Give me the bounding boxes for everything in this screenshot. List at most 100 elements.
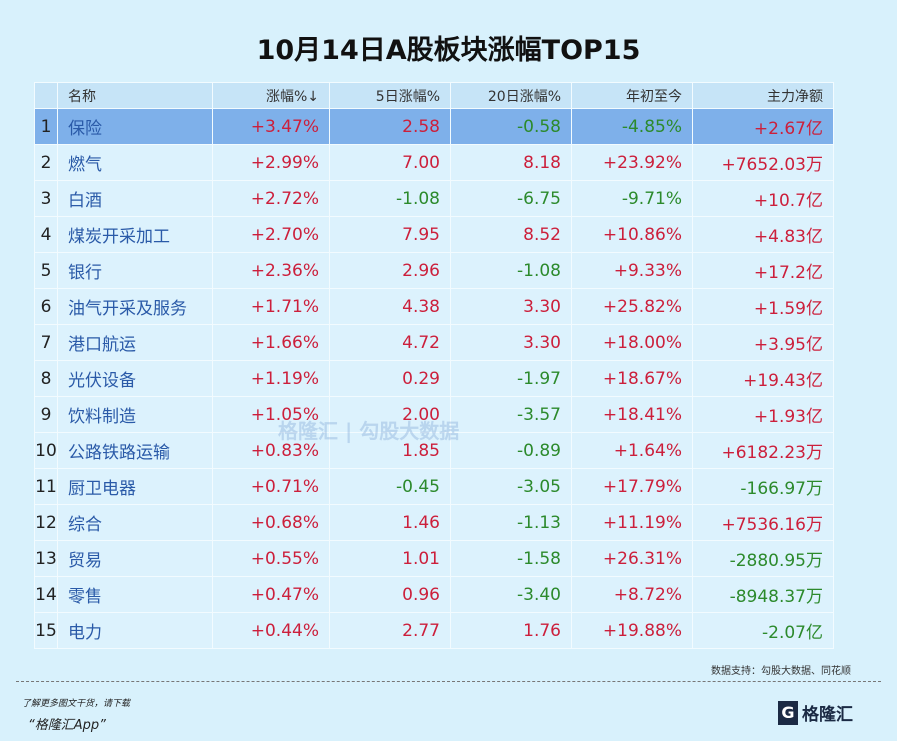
net-flow: +3.95亿 [692,324,834,361]
change-pct: +0.83% [212,432,330,469]
change-5d: 7.95 [329,216,451,253]
net-flow: -166.97万 [692,468,834,505]
net-flow: +17.2亿 [692,252,834,289]
row-index: 10 [34,432,58,469]
sector-name: 燃气 [57,144,213,181]
change-5d: 2.77 [329,612,451,649]
table-row[interactable]: 5 银行 +2.36% 2.96 -1.08 +9.33% +17.2亿 [34,252,834,289]
row-index: 2 [34,144,58,181]
row-index: 15 [34,612,58,649]
change-pct: +0.55% [212,540,330,577]
app-name: “格隆汇App” [28,718,106,733]
change-20d: 3.30 [450,288,572,325]
table-row[interactable]: 12 综合 +0.68% 1.46 -1.13 +11.19% +7536.16万 [34,504,834,541]
net-flow: +7652.03万 [692,144,834,181]
change-5d: 0.29 [329,360,451,397]
net-flow: +2.67亿 [692,108,834,145]
change-5d: 7.00 [329,144,451,181]
col-change[interactable]: 涨幅%↓ [212,82,330,109]
change-pct: +0.71% [212,468,330,505]
table-row[interactable]: 10 公路铁路运输 +0.83% 1.85 -0.89 +1.64% +6182.23万 [34,432,834,469]
sector-name: 贸易 [57,540,213,577]
net-flow: +7536.16万 [692,504,834,541]
sector-name: 油气开采及服务 [57,288,213,325]
change-pct: +0.44% [212,612,330,649]
col-name[interactable]: 名称 [57,82,213,109]
change-20d: -6.75 [450,180,572,217]
change-20d: -1.58 [450,540,572,577]
change-20d: 1.76 [450,612,572,649]
change-5d: -0.45 [329,468,451,505]
col-5d[interactable]: 5日涨幅% [329,82,451,109]
change-5d: 4.38 [329,288,451,325]
change-pct: +0.47% [212,576,330,613]
watermark: 格隆汇 | 勾股大数据 [278,419,460,443]
sector-name: 煤炭开采加工 [57,216,213,253]
change-20d: -1.97 [450,360,572,397]
change-ytd: +8.72% [571,576,693,613]
table-row[interactable]: 15 电力 +0.44% 2.77 1.76 +19.88% -2.07亿 [34,612,834,649]
change-20d: 3.30 [450,324,572,361]
change-20d: -0.58 [450,108,572,145]
change-5d: 2.58 [329,108,451,145]
table-row[interactable]: 3 白酒 +2.72% -1.08 -6.75 -9.71% +10.7亿 [34,180,834,217]
change-ytd: +1.64% [571,432,693,469]
row-index: 7 [34,324,58,361]
change-pct: +3.47% [212,108,330,145]
sector-name: 电力 [57,612,213,649]
table-row[interactable]: 7 港口航运 +1.66% 4.72 3.30 +18.00% +3.95亿 [34,324,834,361]
sector-name: 白酒 [57,180,213,217]
row-index: 4 [34,216,58,253]
table-row[interactable]: 6 油气开采及服务 +1.71% 4.38 3.30 +25.82% +1.59亿 [34,288,834,325]
change-ytd: +18.00% [571,324,693,361]
change-ytd: +18.67% [571,360,693,397]
divider [16,681,881,682]
change-ytd: +18.41% [571,396,693,433]
sector-name: 公路铁路运输 [57,432,213,469]
col-netflow[interactable]: 主力净额 [692,82,834,109]
row-index: 8 [34,360,58,397]
change-pct: +2.36% [212,252,330,289]
row-index: 5 [34,252,58,289]
change-20d: 8.52 [450,216,572,253]
change-5d: 0.96 [329,576,451,613]
col-index [34,82,58,109]
table-row[interactable]: 14 零售 +0.47% 0.96 -3.40 +8.72% -8948.37万 [34,576,834,613]
col-ytd[interactable]: 年初至今 [571,82,693,109]
change-5d: 2.96 [329,252,451,289]
row-index: 11 [34,468,58,505]
net-flow: -2880.95万 [692,540,834,577]
table-row[interactable]: 4 煤炭开采加工 +2.70% 7.95 8.52 +10.86% +4.83亿 [34,216,834,253]
col-20d[interactable]: 20日涨幅% [450,82,572,109]
change-pct: +2.70% [212,216,330,253]
row-index: 6 [34,288,58,325]
change-pct: +1.71% [212,288,330,325]
table-row[interactable]: 1 保险 +3.47% 2.58 -0.58 -4.85% +2.67亿 [34,108,834,145]
row-index: 13 [34,540,58,577]
promo-text: 了解更多图文干货，请下载 [22,699,131,709]
table-row[interactable]: 11 厨卫电器 +0.71% -0.45 -3.05 +17.79% -166.97万 [34,468,834,505]
sector-name: 厨卫电器 [57,468,213,505]
table-row[interactable]: 2 燃气 +2.99% 7.00 8.18 +23.92% +7652.03万 [34,144,834,181]
net-flow: +6182.23万 [692,432,834,469]
change-20d: -3.57 [450,396,572,433]
change-5d: 1.85 [329,432,451,469]
table-header: 名称 涨幅%↓ 5日涨幅% 20日涨幅% 年初至今 主力净额 [34,82,834,109]
net-flow: -8948.37万 [692,576,834,613]
sector-name: 零售 [57,576,213,613]
row-index: 14 [34,576,58,613]
sector-name: 饮料制造 [57,396,213,433]
change-ytd: +11.19% [571,504,693,541]
change-ytd: +26.31% [571,540,693,577]
brand-logo: G 格隆汇 [778,700,853,725]
change-5d: 4.72 [329,324,451,361]
table-row[interactable]: 9 饮料制造 +1.05% 2.00 -3.57 +18.41% +1.93亿 [34,396,834,433]
table-row[interactable]: 13 贸易 +0.55% 1.01 -1.58 +26.31% -2880.95万 [34,540,834,577]
change-5d: 1.01 [329,540,451,577]
net-flow: -2.07亿 [692,612,834,649]
logo-text: 格隆汇 [802,705,853,725]
table-row[interactable]: 8 光伏设备 +1.19% 0.29 -1.97 +18.67% +19.43亿 [34,360,834,397]
change-pct: +1.05% [212,396,330,433]
change-ytd: +10.86% [571,216,693,253]
sector-name: 光伏设备 [57,360,213,397]
